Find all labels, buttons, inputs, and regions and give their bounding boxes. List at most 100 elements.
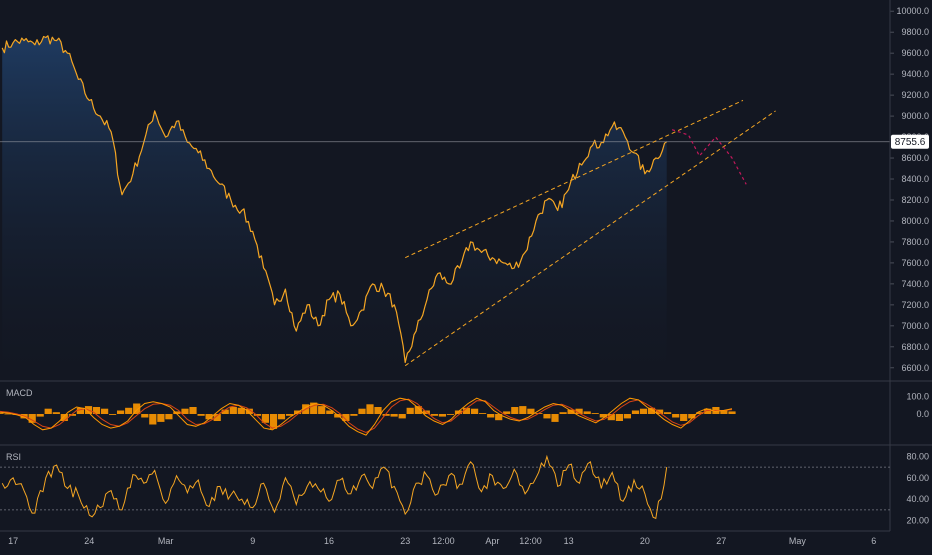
macd-hist-bar: [382, 414, 390, 416]
macd-hist-bar: [52, 412, 60, 414]
macd-hist-bar: [551, 414, 559, 422]
macd-hist-bar: [615, 414, 623, 421]
price-tick-label: 7800.0: [901, 237, 929, 247]
price-tick-label: 8400.0: [901, 174, 929, 184]
price-tick-label: 8200.0: [901, 195, 929, 205]
macd-hist-bar: [269, 414, 278, 429]
macd-axis[interactable]: 100.0 0.0: [906, 391, 929, 419]
macd-hist-bar: [0, 413, 4, 414]
macd-hist-bar: [213, 414, 221, 421]
last-price-label: 8755.6: [895, 137, 926, 148]
macd-hist-bar: [503, 411, 511, 414]
macd-hist-bar: [656, 409, 664, 414]
price-tick-label: 9600.0: [901, 48, 929, 58]
macd-hist-bar: [141, 414, 149, 418]
macd-hist-bar: [221, 409, 229, 414]
rsi-axis[interactable]: 80.00 60.00 40.00 20.00: [906, 451, 929, 525]
macd-hist-bar: [462, 407, 471, 414]
macd-hist-bar: [237, 407, 245, 414]
rsi-title[interactable]: RSI: [6, 452, 21, 462]
macd-hist-bar: [36, 414, 44, 417]
time-tick-label: 12:00: [432, 536, 455, 546]
macd-hist-bar: [4, 413, 12, 415]
macd-hist-bar: [197, 414, 205, 416]
macd-hist-bar: [350, 414, 358, 416]
macd-hist-bar: [672, 414, 680, 418]
macd-hist-bar: [229, 407, 237, 414]
macd-hist-bar: [310, 402, 318, 414]
macd-hist-bar: [591, 413, 599, 414]
macd-hist-bar: [125, 407, 133, 414]
time-tick-label: 9: [250, 536, 255, 546]
macd-hist-bar: [583, 411, 591, 414]
time-tick-label: 23: [400, 536, 410, 546]
macd-hist-bar: [44, 408, 52, 414]
rsi-tick-label: 40.00: [906, 494, 929, 504]
price-line: [1, 35, 668, 364]
price-pane[interactable]: [0, 35, 890, 374]
macd-hist-bar: [205, 414, 213, 420]
time-tick-label: May: [789, 536, 807, 546]
macd-hist-bar: [688, 414, 696, 419]
macd-hist-bar: [358, 408, 366, 414]
channel-lower-line: [404, 110, 776, 367]
macd-hist-bar: [318, 406, 326, 414]
macd-hist-bar: [631, 410, 640, 414]
macd-signal-line: [0, 398, 733, 434]
macd-hist-bar: [173, 411, 181, 414]
macd-hist-bar: [109, 414, 117, 415]
time-tick-label: Apr: [485, 536, 499, 546]
price-tick-label: 9800.0: [901, 27, 929, 37]
time-axis[interactable]: 17 24 Mar 9 16 23 12:00 Apr 12:00 13 20 27 May 6: [8, 536, 876, 546]
macd-tick-label: 100.0: [906, 391, 929, 401]
macd-hist-bar: [567, 409, 575, 414]
rsi-pane[interactable]: [0, 454, 890, 520]
macd-hist-bar: [68, 414, 76, 416]
macd-pane[interactable]: [0, 397, 736, 436]
macd-hist-bar: [28, 414, 36, 423]
macd-tick-label: 0.0: [916, 409, 929, 419]
rsi-tick-label: 60.00: [906, 473, 929, 483]
macd-hist-bar: [599, 414, 607, 418]
macd-hist-bar: [511, 407, 519, 414]
macd-hist-bar: [253, 414, 261, 416]
macd-hist-bar: [149, 414, 157, 425]
price-tick-label: 9000.0: [901, 111, 929, 121]
macd-hist-bar: [277, 414, 286, 420]
macd-hist-bar: [326, 410, 334, 414]
time-tick-label: 27: [716, 536, 726, 546]
macd-hist-bar: [495, 414, 503, 421]
rsi-tick-label: 80.00: [906, 451, 929, 461]
macd-hist-bar: [286, 414, 294, 416]
macd-hist-bar: [639, 408, 648, 414]
time-tick-label: 20: [640, 536, 650, 546]
macd-hist-bar: [165, 414, 173, 420]
rsi-tick-label: 20.00: [906, 516, 929, 526]
macd-hist-bar: [117, 410, 125, 414]
macd-hist-bar: [101, 408, 109, 414]
macd-hist-bar: [487, 414, 495, 418]
macd-title[interactable]: MACD: [6, 388, 33, 398]
macd-hist-bar: [479, 413, 487, 414]
macd-hist-bar: [446, 414, 454, 415]
projection-path: [671, 129, 747, 185]
macd-hist-bar: [607, 414, 615, 421]
price-tick-label: 8000.0: [901, 216, 929, 226]
macd-hist-bar: [438, 414, 446, 417]
channel-upper-line: [405, 99, 744, 259]
price-tick-label: 10000.0: [896, 6, 929, 16]
macd-hist-bar: [704, 408, 712, 414]
macd-hist-bar: [720, 410, 728, 414]
time-tick-label: 13: [564, 536, 574, 546]
macd-hist-bar: [181, 408, 189, 414]
macd-hist-bar: [398, 414, 406, 419]
macd-hist-bar: [366, 404, 374, 414]
macd-hist-bar: [342, 414, 350, 421]
macd-hist-bar: [559, 412, 567, 414]
macd-hist-bar: [471, 408, 479, 414]
macd-hist-bar: [728, 411, 736, 414]
price-tick-label: 9200.0: [901, 90, 929, 100]
macd-line: [0, 397, 733, 436]
